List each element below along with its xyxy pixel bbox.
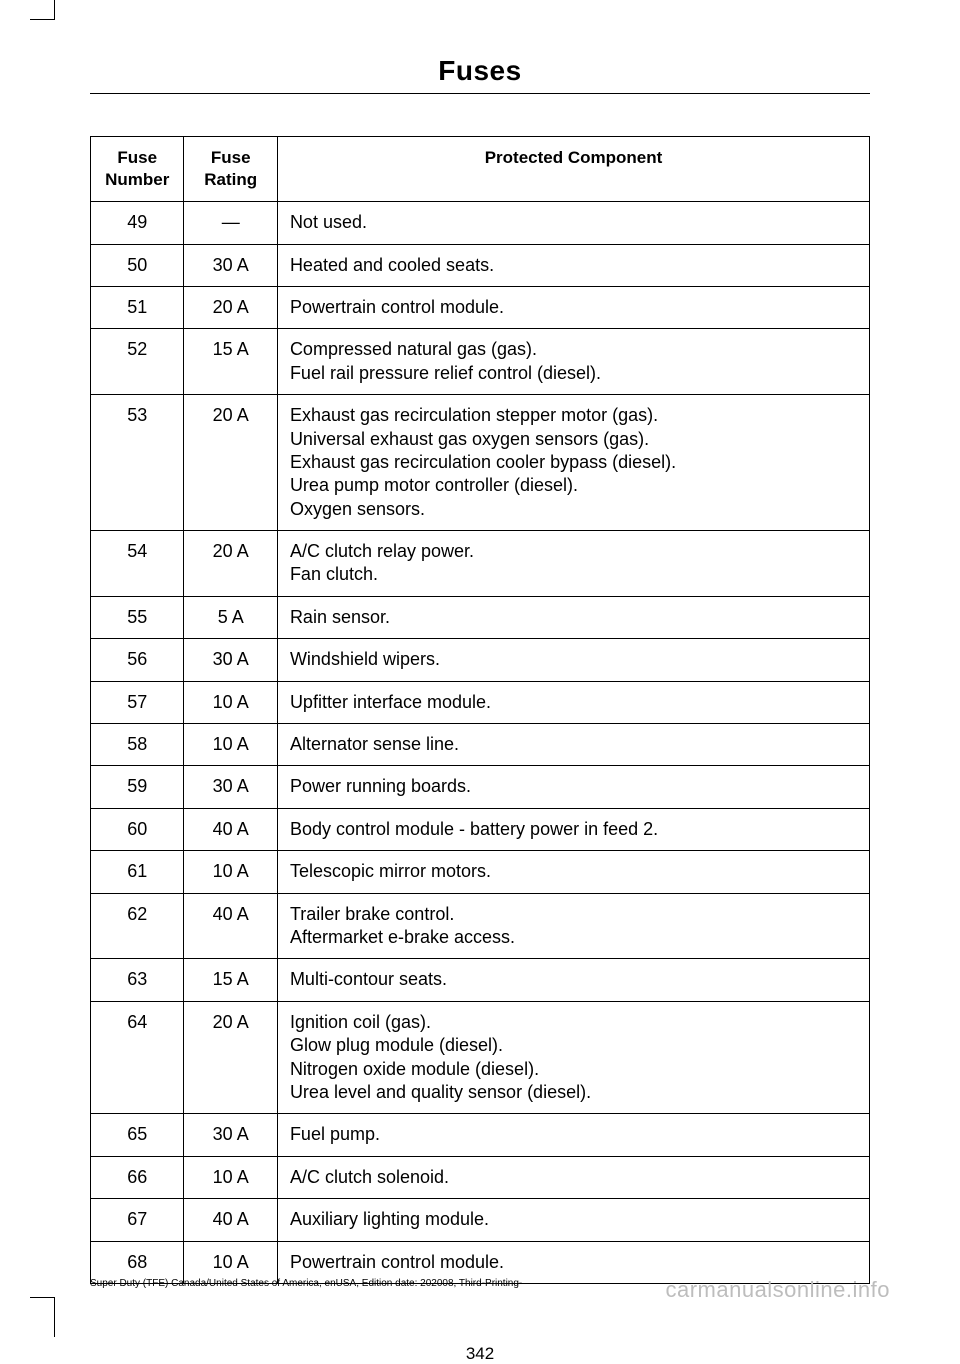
table-row: 5420 AA/C clutch relay power.Fan clutch.: [91, 531, 870, 597]
fuse-rating-cell: 10 A: [184, 724, 277, 766]
footer-right: carmanualsonline.info: [665, 1277, 890, 1303]
fuse-rating-cell: 40 A: [184, 808, 277, 850]
table-row: 5120 APowertrain control module.: [91, 286, 870, 328]
protected-component-cell: A/C clutch relay power.Fan clutch.: [277, 531, 869, 597]
fuse-rating-cell: —: [184, 202, 277, 244]
fuse-number-cell: 55: [91, 596, 184, 638]
protected-component-cell: Fuel pump.: [277, 1114, 869, 1156]
fuse-rating-cell: 30 A: [184, 244, 277, 286]
section-title: Fuses: [90, 55, 870, 87]
fuse-rating-cell: 15 A: [184, 329, 277, 395]
fuse-number-cell: 59: [91, 766, 184, 808]
fuse-number-cell: 49: [91, 202, 184, 244]
table-row: 6420 AIgnition coil (gas).Glow plug modu…: [91, 1001, 870, 1114]
protected-component-cell: Ignition coil (gas).Glow plug module (di…: [277, 1001, 869, 1114]
protected-component-cell: Rain sensor.: [277, 596, 869, 638]
protected-component-cell: Telescopic mirror motors.: [277, 851, 869, 893]
protected-component-cell: A/C clutch solenoid.: [277, 1156, 869, 1198]
protected-component-cell: Windshield wipers.: [277, 639, 869, 681]
footer-left: Super Duty (TFE) Canada/United States of…: [90, 1278, 522, 1289]
page-number: 342: [90, 1344, 870, 1364]
fuse-number-cell: 56: [91, 639, 184, 681]
fuse-number-cell: 57: [91, 681, 184, 723]
table-header-row: FuseNumber FuseRating Protected Componen…: [91, 137, 870, 202]
crop-mark: [30, 0, 55, 20]
crop-mark: [30, 1297, 55, 1337]
protected-component-cell: Exhaust gas recirculation stepper motor …: [277, 395, 869, 531]
table-row: 5030 AHeated and cooled seats.: [91, 244, 870, 286]
protected-component-cell: Multi-contour seats.: [277, 959, 869, 1001]
protected-component-cell: Auxiliary lighting module.: [277, 1199, 869, 1241]
fuse-number-cell: 64: [91, 1001, 184, 1114]
protected-component-cell: Compressed natural gas (gas).Fuel rail p…: [277, 329, 869, 395]
fuse-rating-cell: 30 A: [184, 766, 277, 808]
fuse-rating-cell: 20 A: [184, 1001, 277, 1114]
col-header-fuse-rating: FuseRating: [184, 137, 277, 202]
fuse-rating-cell: 20 A: [184, 531, 277, 597]
table-row: 6315 AMulti-contour seats.: [91, 959, 870, 1001]
fuse-number-cell: 50: [91, 244, 184, 286]
page-content: Fuses FuseNumber FuseRating Protected Co…: [0, 0, 960, 1364]
fuse-rating-cell: 10 A: [184, 681, 277, 723]
protected-component-cell: Heated and cooled seats.: [277, 244, 869, 286]
table-row: 5710 AUpfitter interface module.: [91, 681, 870, 723]
fuse-number-cell: 53: [91, 395, 184, 531]
fuse-number-cell: 51: [91, 286, 184, 328]
fuse-rating-cell: 40 A: [184, 893, 277, 959]
table-row: 6110 ATelescopic mirror motors.: [91, 851, 870, 893]
table-row: 6240 ATrailer brake control.Aftermarket …: [91, 893, 870, 959]
fuse-rating-cell: 15 A: [184, 959, 277, 1001]
protected-component-cell: Body control module - battery power in f…: [277, 808, 869, 850]
table-row: 555 ARain sensor.: [91, 596, 870, 638]
fuse-rating-cell: 20 A: [184, 286, 277, 328]
divider: [90, 93, 870, 94]
fuse-number-cell: 63: [91, 959, 184, 1001]
fuse-rating-cell: 40 A: [184, 1199, 277, 1241]
table-row: 5320 AExhaust gas recirculation stepper …: [91, 395, 870, 531]
table-row: 5930 APower running boards.: [91, 766, 870, 808]
fuse-rating-cell: 10 A: [184, 1156, 277, 1198]
table-row: 6610 AA/C clutch solenoid.: [91, 1156, 870, 1198]
fuse-number-cell: 60: [91, 808, 184, 850]
fuse-table: FuseNumber FuseRating Protected Componen…: [90, 136, 870, 1284]
fuse-number-cell: 62: [91, 893, 184, 959]
protected-component-cell: Powertrain control module.: [277, 286, 869, 328]
fuse-rating-cell: 30 A: [184, 1114, 277, 1156]
fuse-rating-cell: 10 A: [184, 851, 277, 893]
col-header-protected: Protected Component: [277, 137, 869, 202]
table-row: 6040 ABody control module - battery powe…: [91, 808, 870, 850]
fuse-rating-cell: 30 A: [184, 639, 277, 681]
table-row: 6740 AAuxiliary lighting module.: [91, 1199, 870, 1241]
fuse-rating-cell: 20 A: [184, 395, 277, 531]
fuse-rating-cell: 5 A: [184, 596, 277, 638]
protected-component-cell: Trailer brake control.Aftermarket e-brak…: [277, 893, 869, 959]
protected-component-cell: Upfitter interface module.: [277, 681, 869, 723]
fuse-number-cell: 54: [91, 531, 184, 597]
table-row: 5630 AWindshield wipers.: [91, 639, 870, 681]
table-row: 6530 AFuel pump.: [91, 1114, 870, 1156]
fuse-number-cell: 52: [91, 329, 184, 395]
protected-component-cell: Power running boards.: [277, 766, 869, 808]
protected-component-cell: Alternator sense line.: [277, 724, 869, 766]
col-header-fuse-number: FuseNumber: [91, 137, 184, 202]
table-row: 5810 AAlternator sense line.: [91, 724, 870, 766]
fuse-number-cell: 66: [91, 1156, 184, 1198]
protected-component-cell: Not used.: [277, 202, 869, 244]
fuse-number-cell: 67: [91, 1199, 184, 1241]
fuse-number-cell: 65: [91, 1114, 184, 1156]
table-row: 5215 ACompressed natural gas (gas).Fuel …: [91, 329, 870, 395]
table-row: 49—Not used.: [91, 202, 870, 244]
fuse-number-cell: 58: [91, 724, 184, 766]
fuse-number-cell: 61: [91, 851, 184, 893]
